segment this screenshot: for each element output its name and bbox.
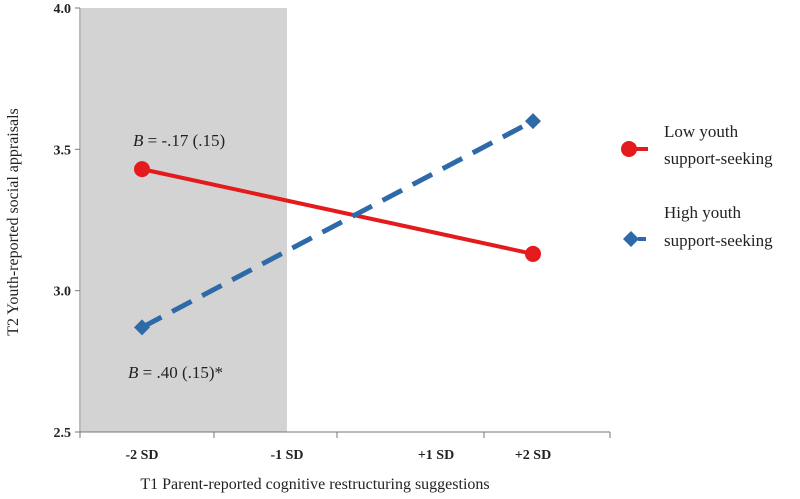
series-line-high-support [140, 118, 535, 330]
point-low-support [134, 161, 150, 178]
y-tick-label: 3.5 [54, 143, 72, 158]
legend-item-low-support: Low youth support-seeking [621, 122, 773, 168]
y-ticks: 2.5 3.0 3.5 4.0 [54, 2, 80, 441]
legend-high-support-label-line2: support-seeking [664, 231, 773, 250]
legend-item-high-support: High youth support-seeking [623, 203, 773, 250]
x-tick-label: +2 SD [515, 448, 551, 463]
point-low-support [525, 245, 541, 262]
legend-low-support-label-line2: support-seeking [664, 149, 773, 168]
annotation-high-text: = .40 (.15)* [138, 363, 223, 382]
x-tick-label: -1 SD [270, 448, 303, 463]
y-tick-label: 2.5 [54, 426, 72, 441]
legend-high-support-marker [623, 231, 639, 247]
legend: Low youth support-seeking High youth sup… [621, 122, 773, 250]
annotation-high-support: B = .40 (.15)* [128, 363, 223, 382]
point-high-support [134, 319, 150, 336]
annotation-low-text: = -.17 (.15) [143, 131, 225, 150]
x-axis-title: T1 Parent-reported cognitive restructuri… [140, 476, 489, 493]
annotation-low-support: B = -.17 (.15) [133, 131, 225, 150]
legend-low-support-marker [621, 141, 637, 157]
series-line-low-support [141, 167, 534, 256]
x-ticks: -2 SD -1 SD +1 SD +2 SD [79, 432, 611, 463]
point-high-support [525, 113, 541, 130]
legend-low-support-label-line1: Low youth [664, 122, 739, 141]
x-tick-label: -2 SD [125, 448, 158, 463]
legend-high-support-label-line1: High youth [664, 203, 741, 222]
annotation-high-label: B [128, 363, 139, 382]
y-tick-label: 3.0 [54, 285, 72, 300]
x-tick-label: +1 SD [418, 448, 454, 463]
shaded-region [81, 8, 287, 432]
annotation-low-label: B [133, 131, 144, 150]
y-axis-title: T2 Youth-reported social appraisals [5, 108, 22, 336]
series-layer [134, 113, 541, 336]
y-tick-label: 4.0 [54, 2, 72, 17]
